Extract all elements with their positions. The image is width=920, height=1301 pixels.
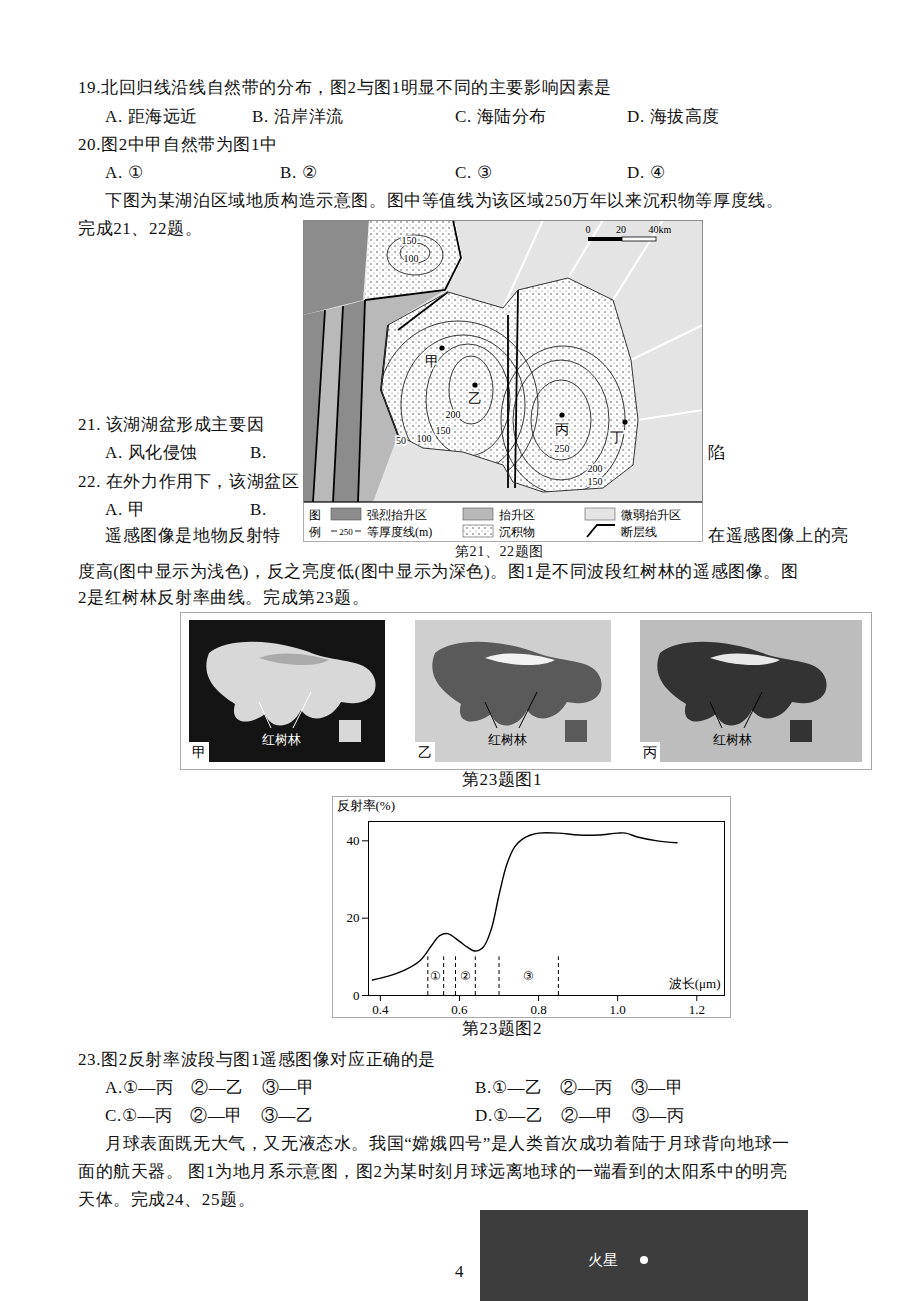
- svg-text:丁: 丁: [610, 430, 624, 445]
- html-text:完成21、22题。: 完成21、22题。: [78, 219, 203, 238]
- svg-text:例: 例: [309, 525, 321, 539]
- html-text:B.: B.: [250, 500, 267, 519]
- svg-text:150: 150: [588, 476, 603, 487]
- html-text:月球表面既无大气，又无液态水。我国“嫦娥四号”是人类首次成功: 月球表面既无大气，又无液态水。我国“嫦娥四号”是人类首次成功着陆于月球背向地球一: [105, 1134, 791, 1153]
- svg-text:乙: 乙: [468, 391, 482, 406]
- svg-text:红树林: 红树林: [488, 732, 527, 747]
- svg-text:丙: 丙: [555, 422, 569, 437]
- svg-text:0.8: 0.8: [530, 1002, 546, 1017]
- html-text:D.①—乙 ②—甲 ③—丙: D.①—乙 ②—甲 ③—丙: [475, 1106, 685, 1125]
- html-text:22. 在外力作用下，该湖盆区: 22. 在外力作用下，该湖盆区: [78, 472, 300, 491]
- svg-text:③: ③: [523, 969, 534, 983]
- html-text:4: 4: [455, 1262, 465, 1281]
- html-text:A. 距海远近: A. 距海远近: [105, 107, 198, 126]
- html-text:B.①—乙 ②—丙 ③—甲: B.①—乙 ②—丙 ③—甲: [475, 1078, 684, 1097]
- svg-text:火星: 火星: [588, 1252, 618, 1268]
- svg-text:200: 200: [588, 463, 603, 474]
- svg-text:20: 20: [347, 910, 360, 925]
- html-text:19.北回归线沿线自然带的分布，图2与图1明显不同的主要影响: 19.北回归线沿线自然带的分布，图2与图1明显不同的主要影响因素是: [78, 78, 613, 97]
- html-text:21. 该湖湖盆形成主要因: 21. 该湖湖盆形成主要因: [78, 415, 265, 434]
- svg-text:断层线: 断层线: [621, 525, 657, 539]
- svg-text:图: 图: [309, 508, 321, 522]
- html-text:第21、22题图: 第21、22题图: [455, 544, 544, 559]
- html-text:在遥感图像上的亮: 在遥感图像上的亮: [708, 526, 849, 545]
- html-text:第23题图1: 第23题图1: [462, 770, 543, 789]
- svg-text:150: 150: [436, 425, 451, 436]
- html-text:2是红树林反射率曲线。完成第23题。: 2是红树林反射率曲线。完成第23题。: [78, 588, 370, 607]
- svg-text:250: 250: [339, 527, 353, 537]
- html-text:第23题图2: 第23题图2: [462, 1019, 543, 1038]
- html-text:A. 甲: A. 甲: [105, 500, 146, 519]
- svg-text:100: 100: [404, 253, 419, 264]
- svg-text:红树林: 红树林: [713, 732, 752, 747]
- svg-text:红树林: 红树林: [262, 732, 301, 747]
- html-text:20.图2中甲自然带为图1中: 20.图2中甲自然带为图1中: [78, 135, 278, 154]
- html-text:B. ②: B. ②: [280, 163, 318, 182]
- svg-text:40km: 40km: [649, 224, 672, 235]
- html-text:天体。完成24、25题。: 天体。完成24、25题。: [78, 1190, 256, 1209]
- svg-text:0.6: 0.6: [451, 1002, 468, 1017]
- svg-text:①: ①: [430, 969, 441, 983]
- svg-text:20: 20: [616, 224, 626, 235]
- html-text:C. ③: C. ③: [455, 163, 493, 182]
- html-text:A. ①: A. ①: [105, 163, 144, 182]
- svg-text:250: 250: [555, 443, 570, 454]
- html-text:D. 海拔高度: D. 海拔高度: [627, 107, 720, 126]
- svg-text:0: 0: [353, 988, 360, 1003]
- svg-text:等厚度线(m): 等厚度线(m): [367, 525, 432, 539]
- svg-text:1.2: 1.2: [689, 1002, 705, 1017]
- html-text:D. ④: D. ④: [627, 163, 666, 182]
- html-text:A.①—丙 ②—乙 ③—甲: A.①—丙 ②—乙 ③—甲: [105, 1078, 315, 1097]
- svg-text:1.0: 1.0: [610, 1002, 626, 1017]
- html-text:面的航天器。 图1为地月系示意图，图2为某时刻月球远离地球的: 面的航天器。 图1为地月系示意图，图2为某时刻月球远离地球的一端看到的太阳系中的…: [78, 1162, 788, 1181]
- svg-text:丙: 丙: [643, 745, 657, 760]
- svg-text:40: 40: [347, 833, 360, 848]
- html-text:B.: B.: [250, 443, 267, 462]
- html-text:B. 沿岸洋流: B. 沿岸洋流: [252, 107, 344, 126]
- html-text:A. 风化侵蚀: A. 风化侵蚀: [105, 443, 198, 462]
- svg-text:200: 200: [446, 409, 461, 420]
- svg-text:沉积物: 沉积物: [499, 525, 535, 539]
- html-text:遥感图像是地物反射特: 遥感图像是地物反射特: [105, 526, 281, 545]
- svg-text:0: 0: [586, 224, 591, 235]
- html-text:度高(图中显示为浅色)，反之亮度低(图中显示为深色)。图1是: 度高(图中显示为浅色)，反之亮度低(图中显示为深色)。图1是不同波段红树林的遥感…: [78, 562, 799, 581]
- svg-text:0.4: 0.4: [372, 1002, 389, 1017]
- svg-text:乙: 乙: [418, 745, 432, 760]
- svg-text:波长(μm): 波长(μm): [669, 976, 721, 991]
- svg-text:甲: 甲: [425, 354, 439, 369]
- html-text:下图为某湖泊区域地质构造示意图。图中等值线为该区域250万年: 下图为某湖泊区域地质构造示意图。图中等值线为该区域250万年以来沉积物等厚度线。: [105, 191, 784, 210]
- svg-text:反射率(%): 反射率(%): [337, 798, 396, 813]
- svg-text:150: 150: [402, 235, 417, 246]
- svg-text:微弱抬升区: 微弱抬升区: [621, 508, 681, 522]
- svg-text:50: 50: [396, 435, 406, 446]
- html-text:C.①—丙 ②—甲 ③—乙: C.①—丙 ②—甲 ③—乙: [105, 1106, 314, 1125]
- svg-text:抬升区: 抬升区: [499, 508, 535, 522]
- svg-text:强烈抬升区: 强烈抬升区: [367, 508, 427, 522]
- html-text:陷: 陷: [708, 443, 726, 462]
- svg-text:100: 100: [417, 433, 432, 444]
- svg-text:②: ②: [460, 969, 471, 983]
- html-text:C. 海陆分布: C. 海陆分布: [455, 107, 547, 126]
- html-text:23.图2反射率波段与图1遥感图像对应正确的是: 23.图2反射率波段与图1遥感图像对应正确的是: [78, 1050, 437, 1069]
- svg-text:甲: 甲: [192, 745, 206, 760]
